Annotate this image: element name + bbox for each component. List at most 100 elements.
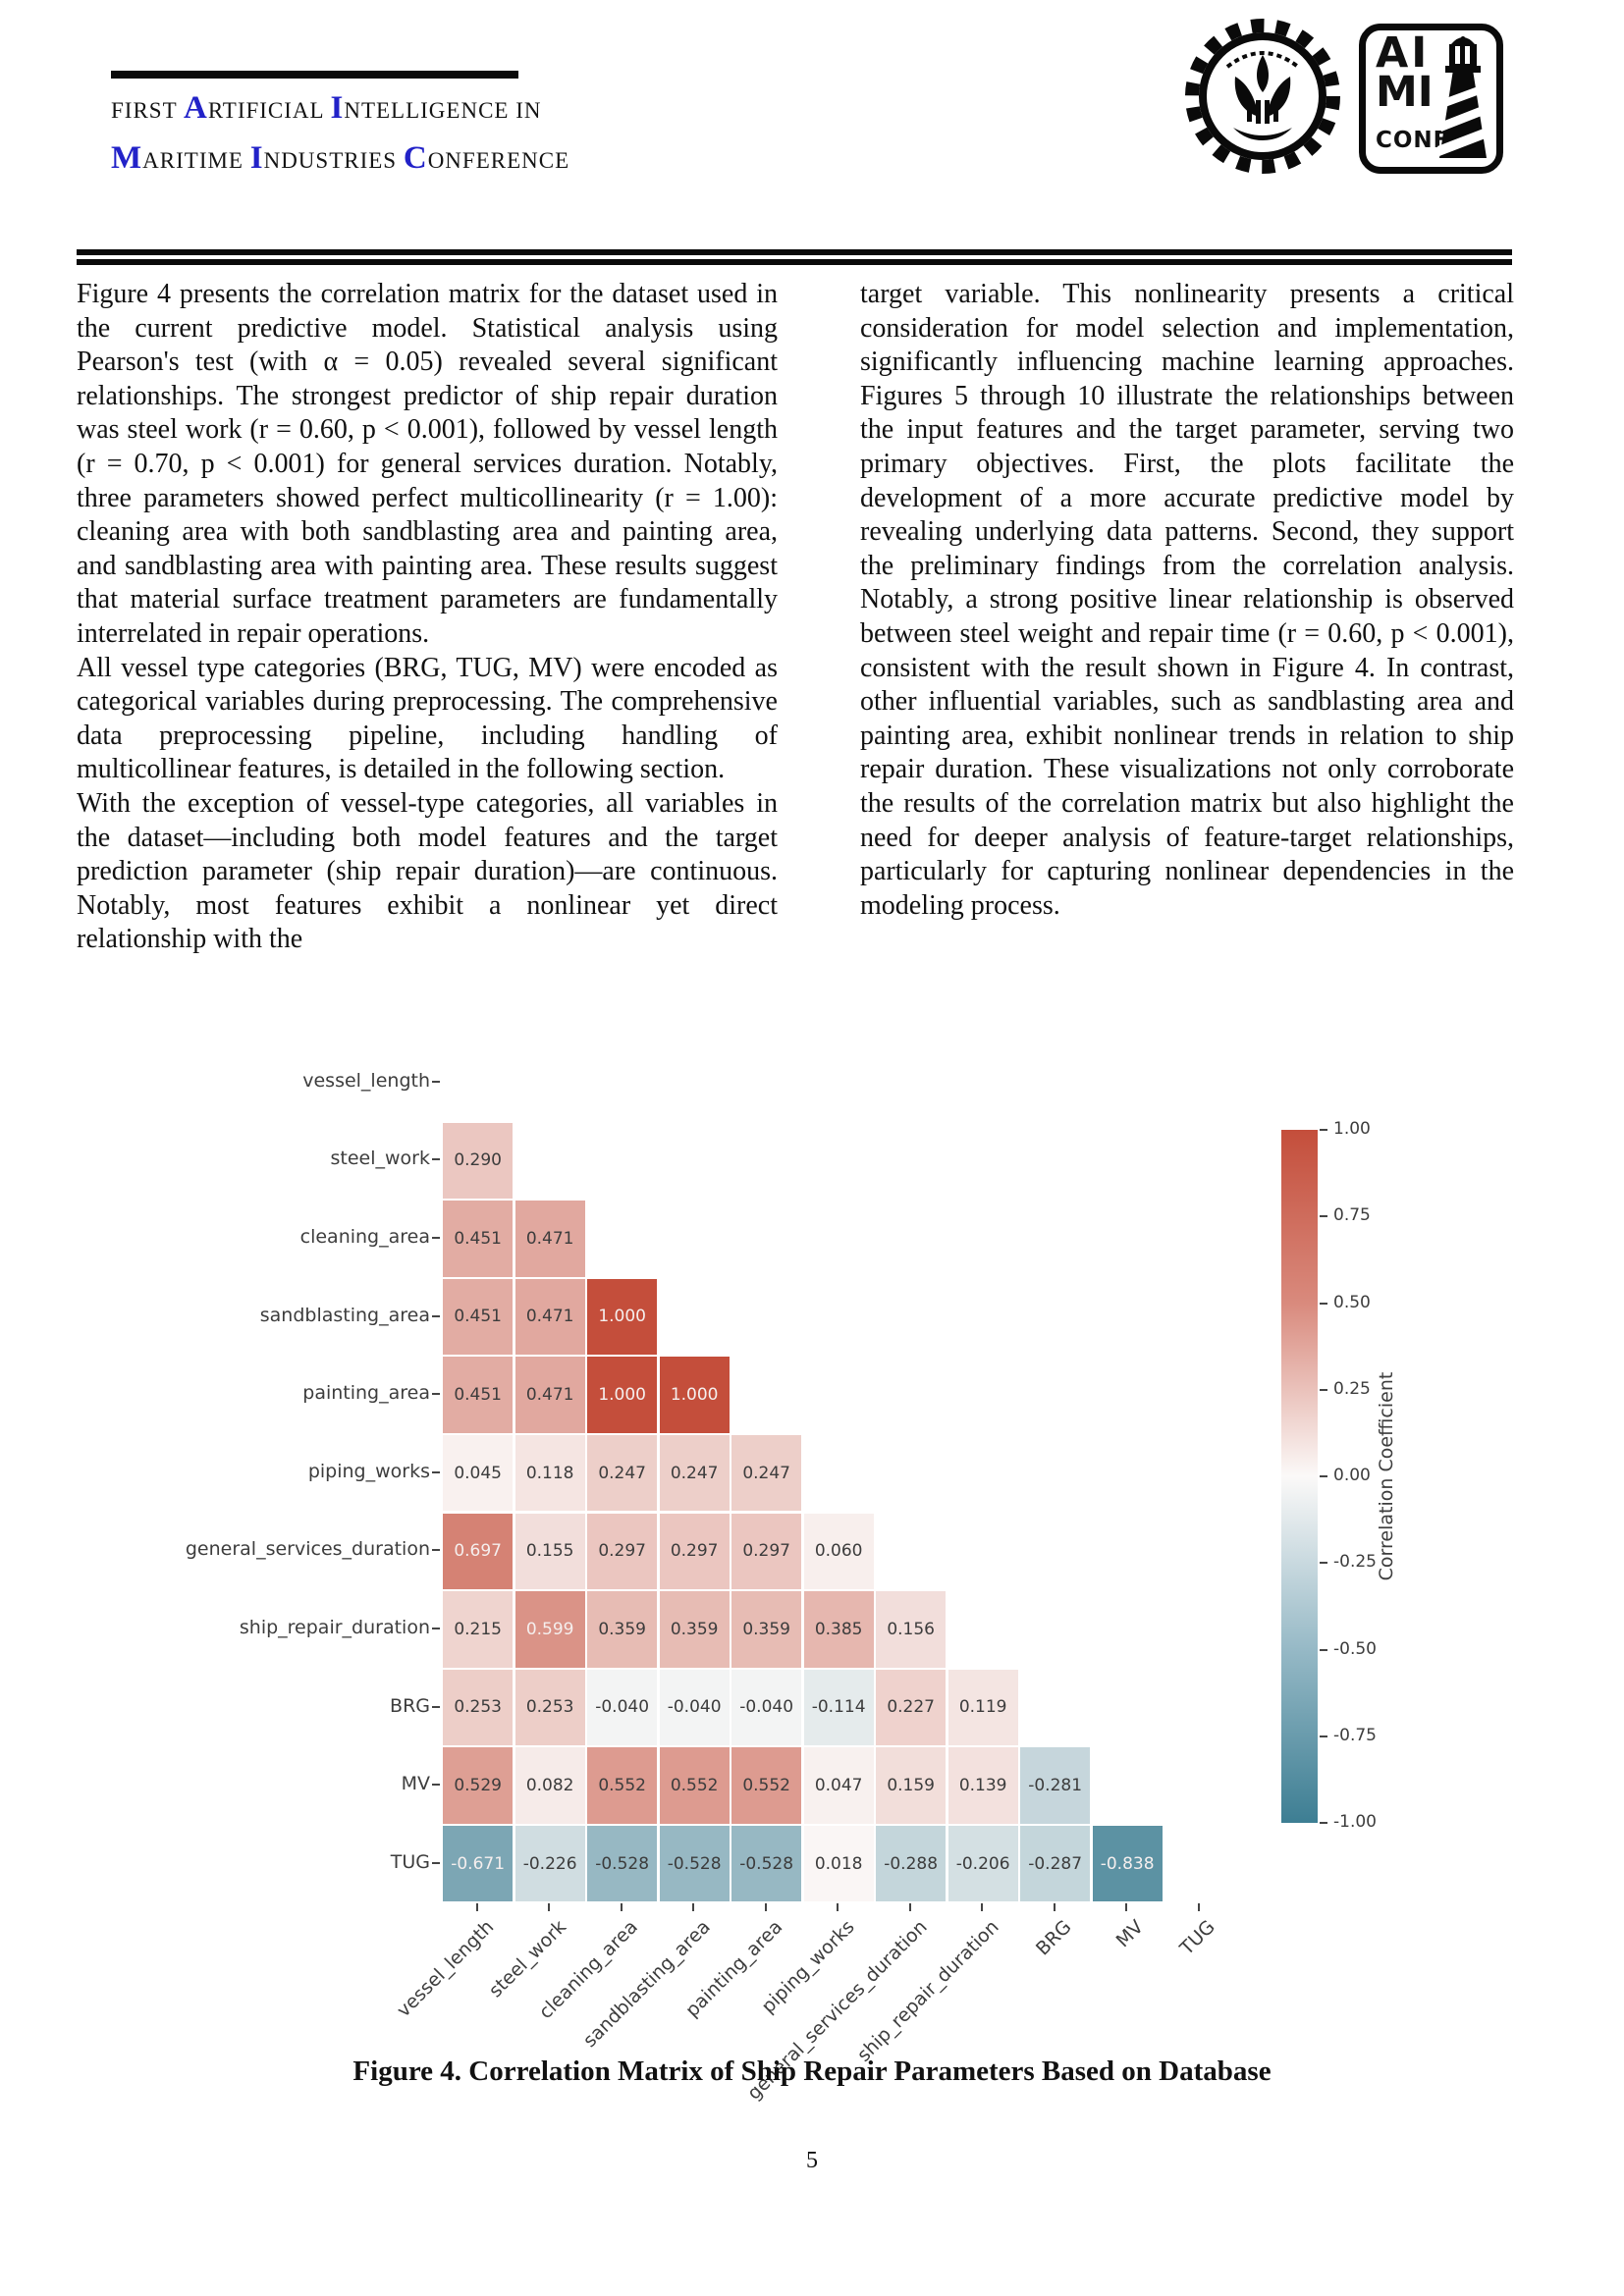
heatmap-cell: 0.247 xyxy=(587,1435,658,1512)
heatmap-cell: -0.226 xyxy=(514,1826,585,1902)
heatmap-cell: 1.000 xyxy=(659,1357,730,1433)
body-paragraph: With the exception of vessel-type catego… xyxy=(77,787,778,955)
colorbar-tick-label: 1.00 xyxy=(1333,1119,1371,1139)
x-axis-tick xyxy=(620,1902,623,1911)
header-rule xyxy=(111,71,518,79)
heatmap-cell: -0.288 xyxy=(876,1826,947,1902)
heatmap-cell: 0.552 xyxy=(731,1747,802,1824)
conference-title-line-1: FIRST ARTIFICIAL INTELLIGENCE IN xyxy=(111,90,542,127)
row-label-MV: MV xyxy=(401,1773,430,1795)
colorbar-tick xyxy=(1320,1822,1327,1824)
heatmap-cell: -0.114 xyxy=(803,1669,874,1746)
title-text: NDUSTRIES xyxy=(263,148,404,173)
colorbar-tick-label: -0.50 xyxy=(1333,1638,1377,1659)
right-text-column: target variable. This nonlinearity prese… xyxy=(860,278,1514,923)
column-label-vessel_length: vessel_length xyxy=(392,1916,499,2022)
heatmap-cell: -0.528 xyxy=(587,1826,658,1902)
heatmap-cell: 0.290 xyxy=(443,1122,514,1199)
body-paragraph: Figure 4 presents the correlation matrix… xyxy=(77,279,778,649)
lighthouse-icon xyxy=(1437,36,1490,158)
colorbar-tick-label: 0.50 xyxy=(1333,1292,1371,1312)
y-axis-tick xyxy=(432,1627,440,1629)
heatmap-cell: 0.451 xyxy=(443,1201,514,1277)
colorbar-tick xyxy=(1320,1735,1327,1737)
colorbar-tick xyxy=(1320,1562,1327,1565)
heatmap-cell: 0.451 xyxy=(443,1357,514,1433)
x-axis-tick xyxy=(692,1902,695,1911)
y-axis-tick xyxy=(432,1705,440,1708)
title-accent-letter: M xyxy=(111,140,143,176)
row-label-ship_repair_duration: ship_repair_duration xyxy=(239,1616,430,1638)
colorbar-tick-label: 0.25 xyxy=(1333,1378,1371,1399)
x-axis-tick xyxy=(475,1902,478,1911)
conference-logo: AI MI CONF xyxy=(1359,24,1503,174)
title-text: NTELLIGENCE IN xyxy=(344,98,542,123)
column-label-TUG: TUG xyxy=(1176,1916,1220,1960)
heatmap-cell: 0.082 xyxy=(514,1747,585,1824)
heatmap-cell: 1.000 xyxy=(587,1278,658,1356)
heatmap-cell: 0.253 xyxy=(514,1669,585,1746)
heatmap-cell: 0.247 xyxy=(731,1435,802,1512)
x-axis-tick xyxy=(837,1902,839,1911)
heatmap-cell: 0.215 xyxy=(443,1591,514,1668)
row-label-vessel_length: vessel_length xyxy=(302,1069,430,1092)
heatmap-cell: 0.227 xyxy=(876,1669,947,1746)
heatmap-cell: 0.529 xyxy=(443,1747,514,1824)
colorbar-tick-label: 0.00 xyxy=(1333,1466,1371,1485)
heatmap-cell: 0.359 xyxy=(587,1591,658,1668)
heatmap-cell: 0.139 xyxy=(947,1747,1018,1824)
heatmap-cell: 0.471 xyxy=(514,1201,585,1277)
separator-rule-top xyxy=(77,249,1512,255)
title-accent-letter: I xyxy=(330,90,345,126)
y-axis-tick xyxy=(432,1549,440,1552)
x-axis-tick xyxy=(908,1902,911,1911)
colorbar-tick-label: 0.75 xyxy=(1333,1205,1371,1226)
heatmap-cell: 0.247 xyxy=(659,1435,730,1512)
heatmap-cell: 0.018 xyxy=(803,1826,874,1902)
y-axis-tick xyxy=(432,1470,440,1473)
heatmap-cell: -0.838 xyxy=(1092,1826,1163,1902)
title-text: RTIFICIAL xyxy=(207,98,331,123)
row-label-piping_works: piping_works xyxy=(307,1460,430,1482)
heatmap-cell: 0.552 xyxy=(587,1747,658,1824)
title-accent-letter: C xyxy=(403,140,428,176)
heatmap-cell: 0.359 xyxy=(731,1591,802,1668)
heatmap-cell: 0.385 xyxy=(803,1591,874,1668)
row-label-steel_work: steel_work xyxy=(330,1148,431,1170)
x-axis-tick xyxy=(764,1902,767,1911)
heatmap-cell: 0.297 xyxy=(659,1513,730,1589)
y-axis-tick xyxy=(432,1784,440,1787)
y-axis-tick xyxy=(432,1314,440,1317)
heatmap-cell: -0.528 xyxy=(659,1826,730,1902)
heatmap-cell: 0.159 xyxy=(876,1747,947,1824)
heatmap-cell: -0.040 xyxy=(731,1669,802,1746)
colorbar-tick-label: -0.25 xyxy=(1333,1552,1377,1573)
left-text-column: Figure 4 presents the correlation matrix… xyxy=(77,278,778,957)
heatmap-cell: -0.528 xyxy=(731,1826,802,1902)
university-gear-logo xyxy=(1185,19,1340,174)
heatmap-cell: 0.118 xyxy=(514,1435,585,1512)
heatmap-cell: 0.599 xyxy=(514,1591,585,1668)
column-label-MV: MV xyxy=(1111,1916,1148,1952)
row-label-sandblasting_area: sandblasting_area xyxy=(259,1304,430,1326)
heatmap-cell: -0.281 xyxy=(1020,1747,1091,1824)
y-axis-tick xyxy=(432,1080,440,1083)
x-axis-tick xyxy=(981,1902,984,1911)
y-axis-tick xyxy=(432,1158,440,1161)
x-axis-tick xyxy=(1053,1902,1056,1911)
separator-rule-bottom xyxy=(77,259,1512,265)
row-label-TUG: TUG xyxy=(390,1850,430,1873)
colorbar-axis-label: Correlation Coefficient xyxy=(1376,1371,1397,1581)
x-axis-tick xyxy=(1125,1902,1128,1911)
heatmap-cell: 0.155 xyxy=(514,1513,585,1589)
heatmap-cell: 0.297 xyxy=(731,1513,802,1589)
colorbar-tick xyxy=(1320,1475,1327,1477)
x-axis-tick xyxy=(1197,1902,1200,1911)
heatmap-cell: 0.471 xyxy=(514,1278,585,1356)
heatmap-cell: 0.471 xyxy=(514,1357,585,1433)
colorbar-tick xyxy=(1320,1388,1327,1391)
heatmap-cell: 0.359 xyxy=(659,1591,730,1668)
column-label-ship_repair_duration: ship_repair_duration xyxy=(852,1916,1003,2066)
page-number: 5 xyxy=(806,2148,818,2173)
colorbar-tick-label: -0.75 xyxy=(1333,1725,1377,1745)
